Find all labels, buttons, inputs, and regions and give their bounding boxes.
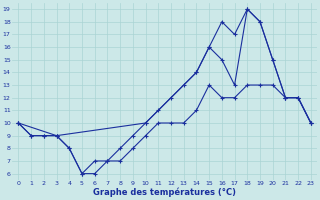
X-axis label: Graphe des températures (°C): Graphe des températures (°C)	[93, 188, 236, 197]
